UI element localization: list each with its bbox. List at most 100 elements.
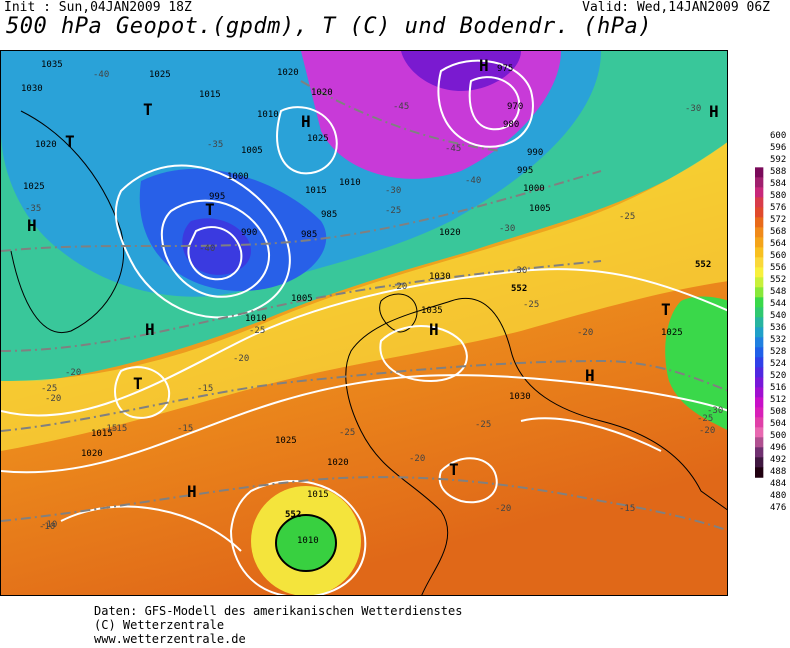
scale-swatch	[755, 237, 764, 248]
scale-tick-label: 484	[770, 479, 787, 489]
isotherm-label: -45	[445, 144, 461, 154]
scale-tick-label: 512	[770, 395, 787, 405]
scale-tick-label: 500	[770, 431, 787, 441]
isobar-label: 1020	[277, 68, 299, 78]
map-title: 500 hPa Geopot.(gpdm), T (C) und Bodendr…	[6, 14, 653, 39]
isobar-label: 1025	[307, 134, 329, 144]
isobar-label: 970	[507, 102, 523, 112]
scale-tick-label: 588	[770, 167, 787, 177]
scale-swatch	[755, 357, 764, 368]
isotherm-label: -30	[707, 406, 723, 416]
isobar-label: 1030	[509, 392, 531, 402]
scale-swatch	[755, 447, 764, 458]
isobar-label: 1010	[339, 178, 361, 188]
high-marker: H	[429, 320, 439, 339]
isobar-label: 995	[517, 166, 533, 176]
init-time: Init : Sun,04JAN2009 18Z	[4, 0, 192, 15]
isobar-label: 990	[527, 148, 543, 158]
scale-swatch	[755, 167, 764, 178]
geopotential-label: 552	[511, 284, 527, 294]
isotherm-label: -30	[511, 266, 527, 276]
scale-tick-label: 596	[770, 143, 787, 153]
scale-swatch	[755, 187, 764, 198]
scale-tick-label: 488	[770, 467, 787, 477]
scale-tick-label: 556	[770, 263, 787, 273]
pressure-labels: 1035 1030 1025 1020 1015 1010 1005 1000 …	[21, 60, 683, 546]
scale-swatch	[755, 307, 764, 318]
isotherm-label: -25	[385, 206, 401, 216]
scale-tick-label: 540	[770, 311, 787, 321]
isobar-label: 1005	[241, 146, 263, 156]
scale-tick-label: 524	[770, 359, 787, 369]
scale-swatch	[755, 257, 764, 268]
scale-tick-label: 560	[770, 251, 787, 261]
isobar-label: 1020	[439, 228, 461, 238]
isotherm-label: -40	[93, 70, 109, 80]
isotherm-label: -20	[391, 282, 407, 292]
scale-swatch	[755, 437, 764, 448]
scale-bar	[755, 167, 764, 478]
isobar-label: 985	[301, 230, 317, 240]
isotherm-label: -15	[101, 424, 117, 434]
isotherm-label: -35	[25, 204, 41, 214]
isobar-label: 975	[497, 64, 513, 74]
isobar-label: 985	[321, 210, 337, 220]
high-marker: H	[27, 216, 37, 235]
isotherm-label: -45	[393, 102, 409, 112]
scale-tick-label: 572	[770, 215, 787, 225]
isobar-label: 1025	[149, 70, 171, 80]
isotherm-label: -40	[199, 244, 215, 254]
scale-swatch	[755, 427, 764, 438]
isobar-label: 1015	[91, 429, 113, 439]
high-marker: H	[145, 320, 155, 339]
scale-swatch	[755, 417, 764, 428]
scale-tick-label: 536	[770, 323, 787, 333]
isotherm-label: -25	[249, 326, 265, 336]
isobar-label: 1030	[429, 272, 451, 282]
isobars	[1, 59, 727, 595]
scale-swatch	[755, 327, 764, 338]
isobar-label: 1005	[291, 294, 313, 304]
scale-tick-label: 568	[770, 227, 787, 237]
isobar-label: 1015	[199, 90, 221, 100]
high-marker: H	[187, 482, 197, 501]
scale-tick-label: 496	[770, 443, 787, 453]
isobar-label: 1020	[311, 88, 333, 98]
isobar-label: 1020	[35, 140, 57, 150]
isotherm-label: -25	[523, 300, 539, 310]
isotherm-label: -20	[495, 504, 511, 514]
scale-swatch	[755, 177, 764, 188]
scale-tick-label: 592	[770, 155, 787, 165]
data-source: Daten: GFS-Modell des amerikanischen Wet…	[94, 604, 463, 618]
scale-tick-label: 580	[770, 191, 787, 201]
high-marker: H	[709, 102, 719, 121]
isobar-label: 1030	[21, 84, 43, 94]
isotherm-label: -25	[697, 414, 713, 424]
scale-swatch	[755, 347, 764, 358]
isobar-label: 995	[209, 192, 225, 202]
isotherm-label: -40	[465, 176, 481, 186]
isotherm-label: -25	[339, 428, 355, 438]
low-marker: T	[205, 200, 215, 219]
isobar-label: 1035	[41, 60, 63, 70]
isotherm-label: -25	[41, 384, 57, 394]
isobar-label: 1010	[257, 110, 279, 120]
high-marker: H	[301, 112, 311, 131]
green-cut-off	[275, 514, 337, 572]
isobar-label: 1010	[297, 536, 319, 546]
scale-swatch	[755, 457, 764, 468]
scale-tick-label: 544	[770, 299, 787, 309]
isotherm-label: -20	[409, 454, 425, 464]
isobar-label: 1010	[245, 314, 267, 324]
low-marker: T	[449, 460, 459, 479]
isobar-label: 1035	[421, 306, 443, 316]
weather-map[interactable]: 1035 1030 1025 1020 1015 1010 1005 1000 …	[0, 50, 728, 596]
core-low-zone	[182, 218, 251, 275]
scale-tick-label: 576	[770, 203, 787, 213]
coastline-greenland	[10, 110, 125, 333]
isotherms	[1, 80, 727, 532]
valid-time: Valid: Wed,14JAN2009 06Z	[582, 0, 770, 15]
isotherm-label: -15	[197, 384, 213, 394]
isobar-label: 1015	[307, 490, 329, 500]
isobar-label: 1000	[227, 172, 249, 182]
